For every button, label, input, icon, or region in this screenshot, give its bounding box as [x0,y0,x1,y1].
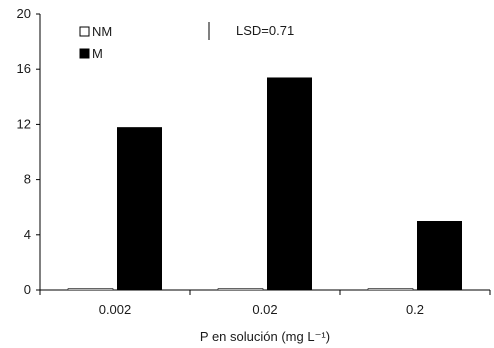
y-tick-label: 8 [24,172,31,187]
bars [67,77,462,291]
bar-m-0.002 [117,127,162,290]
x-tick-labels: 0.002 0.02 0.2 [99,302,424,317]
x-tick-label: 0.02 [252,302,277,317]
bar-m-0.02 [267,77,312,290]
bar-m-0.2 [417,221,462,290]
legend-label-m: M [92,46,103,61]
legend-swatch-nm [79,26,90,37]
y-tick-label: 12 [17,116,31,131]
legend: NM M [79,24,112,61]
axes [36,13,491,295]
bar-nm-0.002 [67,288,114,291]
bar-nm-0.2 [367,288,414,291]
y-tick-label: 16 [17,61,31,76]
y-tick-labels: 0 4 8 12 16 20 [17,6,31,297]
x-axis-title: P en solución (mg L⁻¹) [200,329,330,344]
bar-nm-0.02 [217,288,264,291]
y-tick-label: 4 [24,227,31,242]
legend-label-nm: NM [92,24,112,39]
y-tick-label: 20 [17,6,31,21]
lsd-label: LSD=0.71 [236,23,294,38]
lsd-annotation: LSD=0.71 [208,22,294,40]
y-tick-label: 0 [24,282,31,297]
x-tick-label: 0.002 [99,302,132,317]
legend-swatch-m [79,48,90,59]
x-tick-label: 0.2 [406,302,424,317]
